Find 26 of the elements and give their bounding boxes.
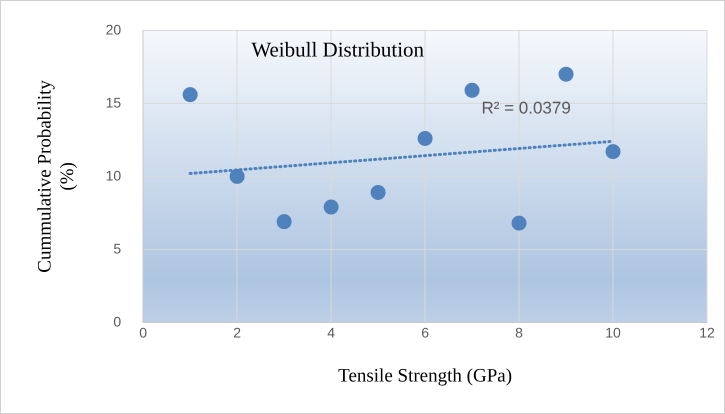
x-tick-label: 12 xyxy=(699,324,715,341)
y-tick-label: 5 xyxy=(113,240,122,256)
point xyxy=(276,214,292,230)
point xyxy=(606,144,621,160)
point xyxy=(512,216,527,231)
x-tick-label: 10 xyxy=(605,324,622,341)
point xyxy=(230,168,245,184)
x-tick-label: 8 xyxy=(515,324,524,341)
point xyxy=(370,184,386,200)
x-tick-label: 2 xyxy=(233,324,242,341)
point xyxy=(182,87,198,102)
x-tick-label: 6 xyxy=(421,324,430,341)
chart-title: Weibull Distribution xyxy=(251,37,425,62)
point xyxy=(464,82,480,98)
x-tick-label: 0 xyxy=(139,324,148,341)
y-tick-label: 10 xyxy=(106,167,122,184)
point xyxy=(418,130,433,146)
y-tick-label: 20 xyxy=(106,21,122,38)
annotation: R² = 0.0379 xyxy=(481,98,571,118)
point xyxy=(324,200,339,215)
point xyxy=(558,66,574,82)
x-axis-title: Tensile Strength (GPa) xyxy=(338,366,512,387)
x-tick-label: 4 xyxy=(327,324,336,341)
y-axis-title: Cummulative Probability (%) xyxy=(34,80,78,273)
y-tick-label: 0 xyxy=(113,313,122,330)
y-tick-label: 15 xyxy=(106,94,122,110)
